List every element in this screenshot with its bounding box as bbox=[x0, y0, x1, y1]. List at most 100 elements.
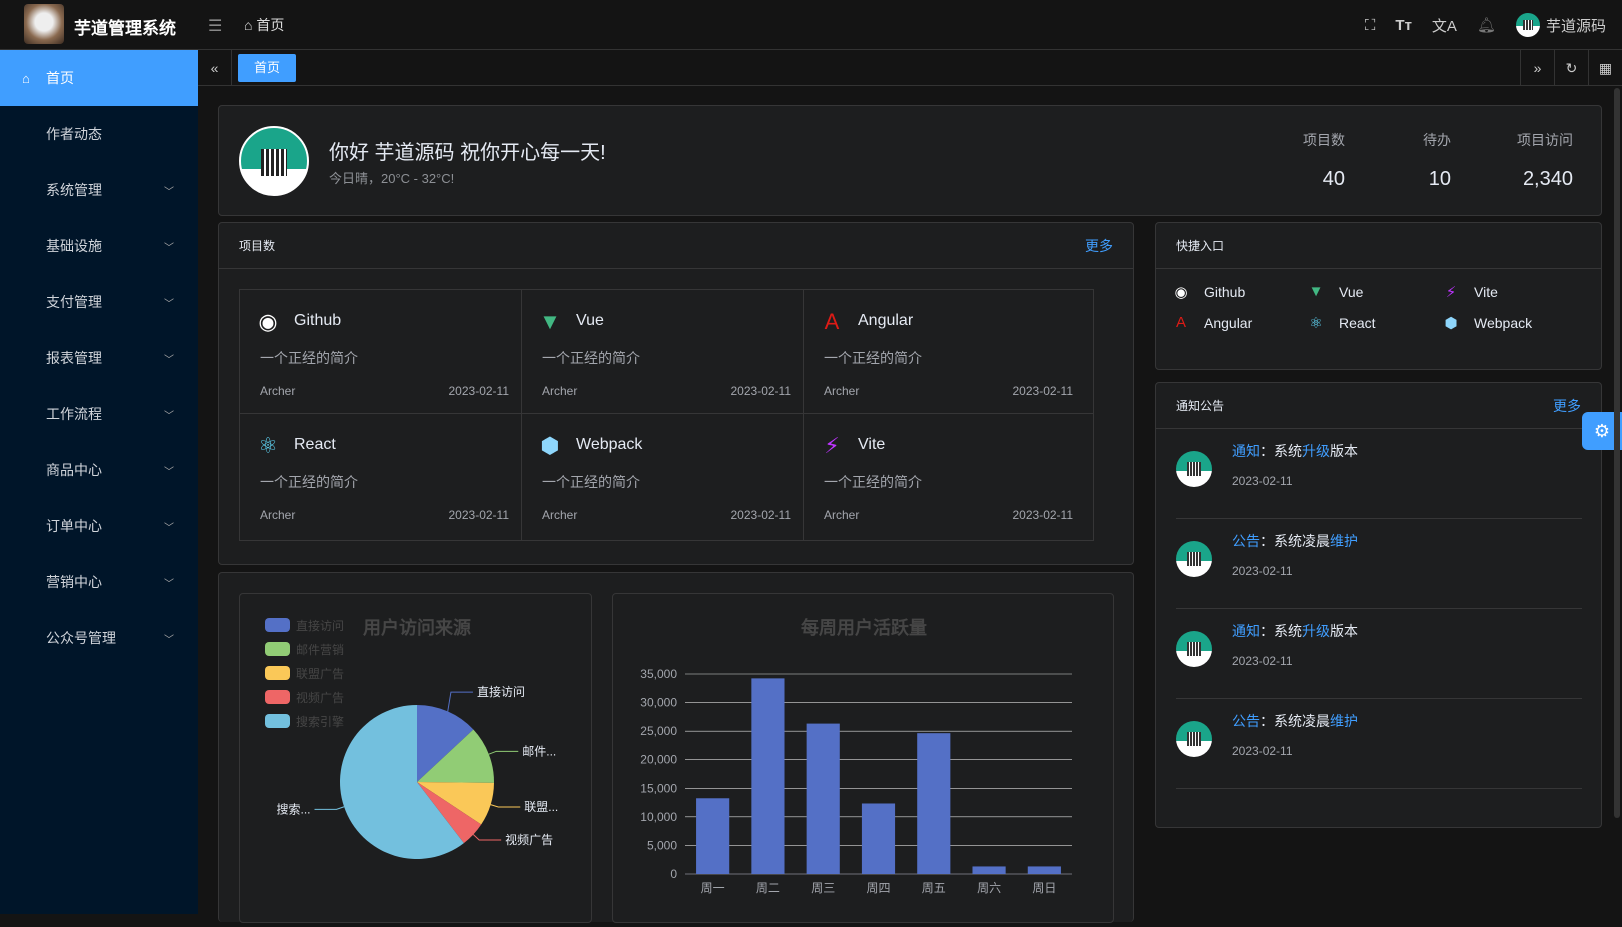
sidebar-item-label: 系统管理 bbox=[46, 182, 102, 198]
sidebar-item[interactable]: 订单中心 ﹀ bbox=[0, 498, 198, 554]
sidebar-item[interactable]: 商品中心 ﹀ bbox=[0, 442, 198, 498]
project-date: 2023-02-11 bbox=[448, 508, 510, 522]
project-date: 2023-02-11 bbox=[730, 384, 792, 398]
project-card[interactable]: ⚡ Vite 一个正经的简介 Archer 2023-02-11 bbox=[803, 413, 1094, 541]
pie-label-line bbox=[488, 750, 519, 755]
project-card[interactable]: A Angular 一个正经的简介 Archer 2023-02-11 bbox=[803, 289, 1094, 417]
vue-icon: ▼ bbox=[1308, 283, 1324, 300]
sidebar-item[interactable]: 支付管理 ﹀ bbox=[0, 274, 198, 330]
react-icon: ⚛ bbox=[1309, 315, 1323, 332]
project-desc: 一个正经的简介 bbox=[260, 474, 358, 490]
chevron-down-icon: ﹀ bbox=[164, 186, 174, 198]
app-logo bbox=[24, 4, 64, 44]
notice-item[interactable]: 通知：系统升级版本 2023-02-11 bbox=[1176, 429, 1582, 519]
sidebar-item-label: 基础设施 bbox=[46, 238, 102, 254]
refresh-icon[interactable]: ↻ bbox=[1554, 50, 1588, 86]
notices-more-link[interactable]: 更多 bbox=[1553, 397, 1581, 414]
stat-projects: 项目数 40 bbox=[1303, 132, 1345, 190]
project-card[interactable]: ⬢ Webpack 一个正经的简介 Archer 2023-02-11 bbox=[521, 413, 812, 541]
project-card[interactable]: ⚛ React 一个正经的简介 Archer 2023-02-11 bbox=[239, 413, 530, 541]
sidebar-item-label: 订单中心 bbox=[46, 518, 102, 534]
bar bbox=[806, 723, 840, 874]
sidebar-item[interactable]: 营销中心 ﹀ bbox=[0, 554, 198, 610]
project-desc: 一个正经的简介 bbox=[260, 350, 358, 366]
grid-menu-icon[interactable]: ▦ bbox=[1588, 50, 1622, 86]
sidebar-item-label: 支付管理 bbox=[46, 294, 102, 310]
shortcut-label: Vite bbox=[1474, 284, 1498, 300]
y-tick-label: 0 bbox=[670, 867, 677, 881]
shortcut-item[interactable]: ⬢ Webpack bbox=[1442, 314, 1532, 332]
sidebar-item[interactable]: 公众号管理 ﹀ bbox=[0, 610, 198, 666]
menu-toggle-icon[interactable]: ☰ bbox=[208, 18, 223, 35]
project-author: Archer bbox=[260, 508, 296, 522]
shortcut-item[interactable]: ◉ Github bbox=[1172, 283, 1245, 301]
sidebar-item-label: 作者动态 bbox=[46, 126, 102, 142]
notice-item[interactable]: 公告：系统凌晨维护 2023-02-11 bbox=[1176, 519, 1582, 609]
notice-item[interactable]: 通知：系统升级版本 2023-02-11 bbox=[1176, 609, 1582, 699]
font-size-icon[interactable]: Tт bbox=[1395, 16, 1412, 34]
project-date: 2023-02-11 bbox=[448, 384, 510, 398]
bar bbox=[751, 678, 785, 874]
project-desc: 一个正经的简介 bbox=[824, 350, 922, 366]
legend-swatch bbox=[265, 642, 290, 656]
notice-text: 公告：系统凌晨维护 bbox=[1232, 533, 1358, 549]
sidebar-item[interactable]: 工作流程 ﹀ bbox=[0, 386, 198, 442]
top-header: 芋道管理系统 ☰ ⌂ 首页 ⛶ Tт 文A 🔔︎ 芋道源码 bbox=[0, 0, 1622, 50]
x-tick-label: 周五 bbox=[922, 881, 946, 895]
pie-title: 用户访问来源 bbox=[363, 617, 471, 638]
notice-date: 2023-02-11 bbox=[1232, 474, 1293, 488]
shortcut-item[interactable]: ⚛ React bbox=[1307, 314, 1375, 332]
tab-home[interactable]: 首页 bbox=[238, 54, 297, 82]
github-icon: ◉ bbox=[1174, 284, 1188, 301]
react-icon: ⚛ bbox=[258, 433, 278, 458]
legend-swatch bbox=[265, 690, 290, 704]
shortcut-item[interactable]: ▼ Vue bbox=[1307, 283, 1364, 300]
chevron-down-icon: ﹀ bbox=[164, 634, 174, 646]
sidebar-item[interactable]: ⌂ 首页 bbox=[0, 50, 198, 106]
notice-avatar bbox=[1176, 541, 1212, 577]
notice-avatar bbox=[1176, 721, 1212, 757]
angular-icon: A bbox=[824, 309, 840, 334]
y-tick-label: 35,000 bbox=[640, 667, 677, 681]
greeting: 你好 芋道源码 祝你开心每一天! bbox=[329, 142, 606, 164]
bar bbox=[861, 803, 896, 874]
chevron-down-icon: ﹀ bbox=[164, 522, 174, 534]
scrollbar[interactable] bbox=[1614, 88, 1620, 818]
vite-icon: ⚡ bbox=[824, 433, 840, 458]
weather: 今日晴，20°C - 32°C! bbox=[329, 171, 455, 186]
webpack-icon: ⬢ bbox=[1444, 315, 1458, 332]
project-card[interactable]: ◉ Github 一个正经的简介 Archer 2023-02-11 bbox=[239, 289, 530, 417]
pie-slice bbox=[417, 705, 474, 782]
breadcrumb[interactable]: ⌂ 首页 bbox=[244, 15, 284, 35]
project-card[interactable]: ▼ Vue 一个正经的简介 Archer 2023-02-11 bbox=[521, 289, 812, 417]
projects-more-link[interactable]: 更多 bbox=[1085, 237, 1113, 254]
shortcut-item[interactable]: ⚡ Vite bbox=[1442, 283, 1498, 301]
y-tick-label: 25,000 bbox=[640, 724, 677, 738]
project-author: Archer bbox=[542, 384, 578, 398]
legend-label: 搜索引擎 bbox=[296, 714, 344, 729]
notice-item[interactable]: 公告：系统凌晨维护 2023-02-11 bbox=[1176, 699, 1582, 789]
x-tick-label: 周一 bbox=[701, 881, 725, 895]
sidebar-item[interactable]: 作者动态 bbox=[0, 106, 198, 162]
sidebar-item[interactable]: 基础设施 ﹀ bbox=[0, 218, 198, 274]
chevron-down-icon: ﹀ bbox=[164, 354, 174, 366]
y-tick-label: 15,000 bbox=[640, 781, 677, 795]
sidebar-item[interactable]: 报表管理 ﹀ bbox=[0, 330, 198, 386]
translate-icon[interactable]: 文A bbox=[1431, 17, 1457, 35]
bell-icon[interactable]: 🔔︎ bbox=[1476, 17, 1496, 34]
chevron-down-icon: ﹀ bbox=[164, 298, 174, 310]
projects-title: 项目数 bbox=[239, 239, 276, 253]
scroll-right-icon[interactable]: » bbox=[1520, 50, 1554, 86]
bar bbox=[917, 733, 951, 874]
user-menu[interactable]: 芋道源码 bbox=[1515, 13, 1606, 37]
fullscreen-icon[interactable]: ⛶ bbox=[1364, 16, 1376, 34]
angular-icon: A bbox=[1175, 314, 1186, 331]
notices-title: 通知公告 bbox=[1176, 399, 1225, 413]
notice-text: 公告：系统凌晨维护 bbox=[1232, 713, 1358, 729]
pie-slice bbox=[417, 782, 494, 825]
pie-slice bbox=[417, 729, 494, 783]
sidebar-item[interactable]: 系统管理 ﹀ bbox=[0, 162, 198, 218]
scroll-left-icon[interactable]: « bbox=[198, 50, 232, 86]
shortcut-item[interactable]: A Angular bbox=[1172, 314, 1252, 331]
breadcrumb-home[interactable]: 首页 bbox=[256, 17, 285, 33]
